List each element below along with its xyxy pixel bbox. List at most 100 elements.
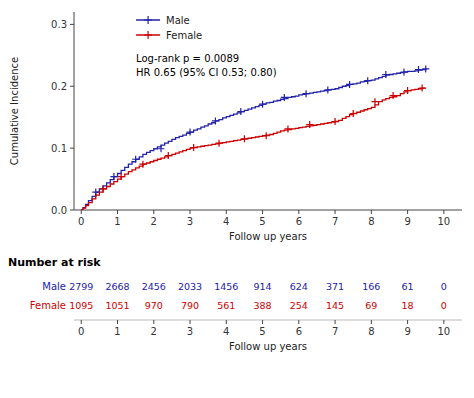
x-tick-label: 2: [151, 216, 157, 227]
censor-mark: [139, 161, 146, 168]
at-risk-number: 970: [145, 300, 163, 311]
x-axis-line: [74, 210, 462, 211]
at-risk-number: 69: [365, 300, 377, 311]
y-tick-label: 0.2: [51, 81, 67, 92]
at-risk-number: 0: [441, 281, 447, 292]
censor-mark: [419, 85, 426, 92]
y-tick-label: 0.3: [51, 19, 67, 30]
x-tick-label-risk: 3: [187, 326, 193, 337]
x-tick-label: 5: [259, 216, 265, 227]
censor-mark: [400, 69, 407, 76]
annotation: HR 0.65 (95% CI 0.53; 0.80): [136, 67, 277, 78]
censor-mark: [284, 125, 291, 132]
legend-label: Male: [166, 15, 190, 26]
censor-mark: [187, 129, 194, 136]
at-risk-number: 1051: [105, 300, 129, 311]
x-tick: [262, 210, 263, 214]
x-tick: [153, 210, 154, 214]
at-risk-number: 1456: [214, 281, 238, 292]
x-tick: [81, 210, 82, 214]
x-tick-risk: [371, 320, 372, 324]
risk-x-axis-line: [74, 320, 462, 321]
censor-mark: [324, 86, 331, 93]
x-tick-risk: [262, 320, 263, 324]
censor-mark: [132, 156, 139, 163]
censor-mark: [190, 144, 197, 151]
legend: Male Female: [136, 15, 202, 41]
y-tick: [70, 148, 74, 149]
chart: 0.00.10.20.3012345678910Follow up yearsC…: [0, 0, 474, 398]
censor-mark: [110, 173, 117, 180]
at-risk-number: 0: [441, 300, 447, 311]
risk-row-label: Male: [42, 281, 66, 292]
x-tick: [443, 210, 444, 214]
x-tick-risk: [153, 320, 154, 324]
x-tick-label: 3: [187, 216, 193, 227]
at-risk-number: 2456: [142, 281, 166, 292]
x-tick: [407, 210, 408, 214]
censor-mark: [118, 173, 125, 180]
x-tick: [226, 210, 227, 214]
x-tick-label-risk: 6: [296, 326, 302, 337]
x-tick: [190, 210, 191, 214]
censor-mark: [212, 117, 219, 124]
censor-mark: [281, 94, 288, 101]
x-tick-risk: [443, 320, 444, 324]
at-risk-number: 2668: [105, 281, 129, 292]
censor-mark: [303, 90, 310, 97]
x-tick: [298, 210, 299, 214]
censor-mark: [158, 145, 165, 152]
at-risk-number: 561: [217, 300, 235, 311]
censor-mark: [332, 118, 339, 125]
at-risk-number: 145: [326, 300, 344, 311]
x-tick-risk: [117, 320, 118, 324]
y-tick: [70, 210, 74, 211]
x-axis-label: Follow up years: [229, 231, 307, 242]
y-axis-label: Cumulative Incidence: [9, 57, 20, 165]
at-risk-number: 790: [181, 300, 199, 311]
censor-mark: [364, 77, 371, 84]
censor-mark: [415, 66, 422, 73]
censor-mark: [371, 98, 378, 105]
annotation: Log-rank p = 0.0089: [136, 53, 239, 64]
x-tick-label: 8: [368, 216, 374, 227]
risk-row-label: Female: [30, 300, 66, 311]
x-tick-label: 7: [332, 216, 338, 227]
legend-marker: [144, 31, 152, 39]
x-tick-label-risk: 0: [78, 326, 84, 337]
risk-table-title: Number at risk: [8, 256, 101, 269]
at-risk-number: 166: [362, 281, 380, 292]
x-tick: [117, 210, 118, 214]
x-tick-label-risk: 2: [151, 326, 157, 337]
x-tick-label: 9: [404, 216, 410, 227]
at-risk-number: 2033: [178, 281, 202, 292]
x-tick-label-risk: 7: [332, 326, 338, 337]
censor-mark: [346, 81, 353, 88]
x-tick-label: 4: [223, 216, 229, 227]
step-line: [81, 88, 425, 210]
risk-x-axis-label: Follow up years: [229, 341, 307, 352]
x-tick-label-risk: 5: [259, 326, 265, 337]
censor-mark: [390, 92, 397, 99]
x-tick-label-risk: 4: [223, 326, 229, 337]
legend-label: Female: [166, 30, 202, 41]
x-tick-risk: [226, 320, 227, 324]
plot-area: [81, 65, 429, 210]
at-risk-number: 1095: [69, 300, 93, 311]
legend-marker: [144, 16, 152, 24]
at-risk-number: 254: [290, 300, 308, 311]
censor-mark: [422, 65, 429, 72]
x-tick-label: 0: [78, 216, 84, 227]
x-tick-label-risk: 9: [404, 326, 410, 337]
x-tick-risk: [81, 320, 82, 324]
x-tick-label-risk: 1: [114, 326, 120, 337]
x-tick: [371, 210, 372, 214]
x-tick-risk: [335, 320, 336, 324]
x-tick-risk: [298, 320, 299, 324]
censor-mark: [350, 110, 357, 117]
x-tick: [335, 210, 336, 214]
at-risk-number: 914: [253, 281, 271, 292]
censor-mark: [165, 152, 172, 159]
x-tick-label-risk: 8: [368, 326, 374, 337]
at-risk-number: 388: [253, 300, 271, 311]
